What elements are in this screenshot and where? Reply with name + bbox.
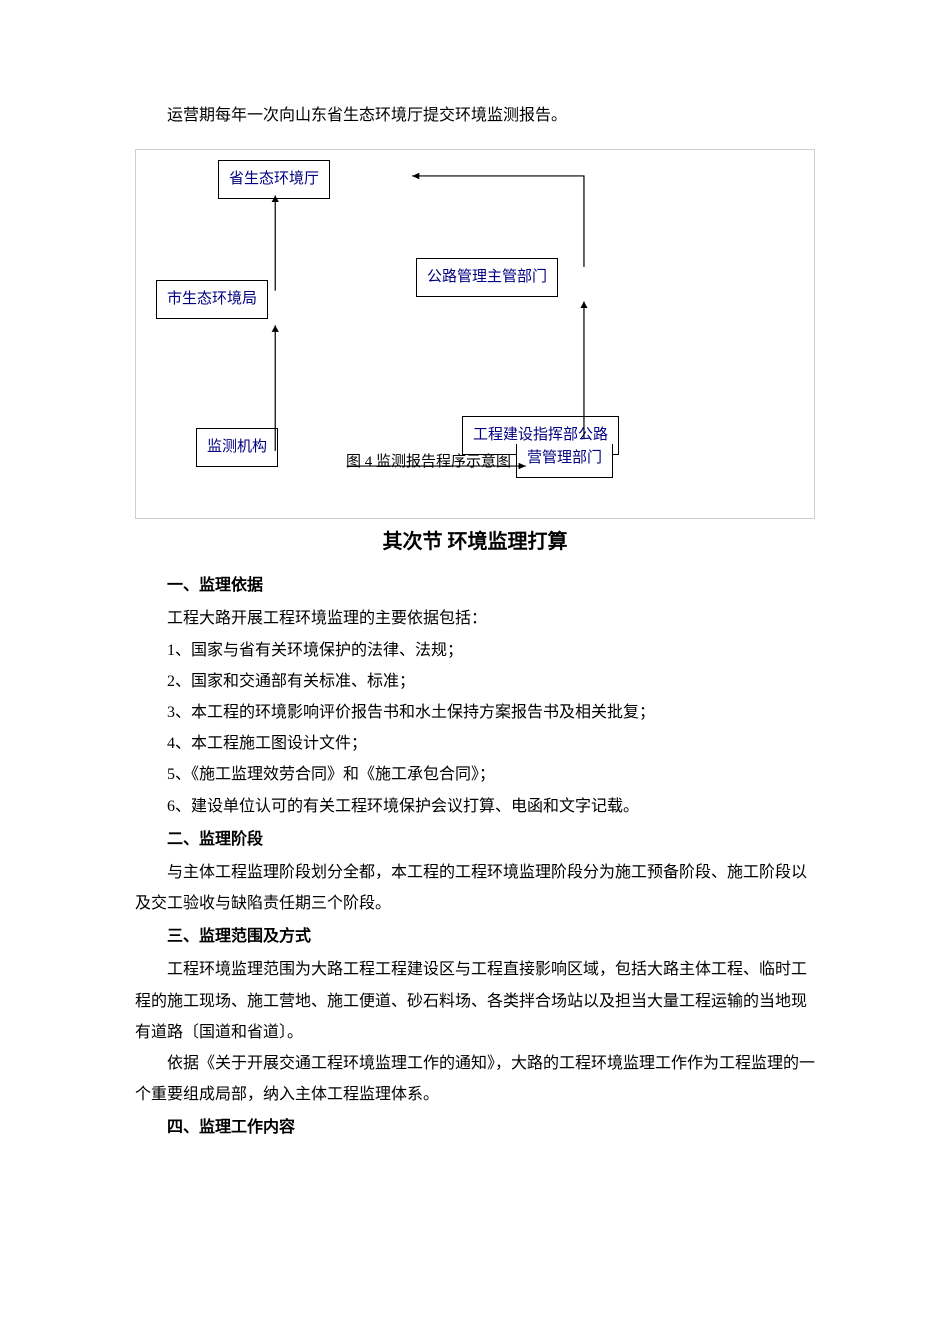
- list-item-2: 2、国家和交通部有关标准、标准；: [135, 666, 815, 697]
- list-item-3: 3、本工程的环境影响评价报告书和水土保持方案报告书及相关批复；: [135, 697, 815, 728]
- heading-2: 二、监理阶段: [135, 824, 815, 855]
- para-1: 工程大路开展工程环境监理的主要依据包括：: [135, 603, 815, 634]
- list-item-4: 4、本工程施工图设计文件；: [135, 728, 815, 759]
- list-item-1: 1、国家与省有关环境保护的法律、法规；: [135, 635, 815, 666]
- intro-paragraph: 运营期每年一次向山东省生态环境厅提交环境监测报告。: [135, 100, 815, 131]
- node-monitor-org: 监测机构: [196, 428, 278, 467]
- node-highway-dept: 公路管理主管部门: [416, 258, 558, 297]
- reporting-flowchart: 省生态环境厅 市生态环境局 公路管理主管部门 监测机构 工程建设指挥部公路 营管…: [135, 149, 815, 519]
- node-operation-dept: 营管理部门: [516, 444, 613, 478]
- para-4: 依据《关于开展交通工程环境监理工作的通知》，大路的工程环境监理工作作为工程监理的…: [135, 1048, 815, 1110]
- heading-4: 四、监理工作内容: [135, 1112, 815, 1143]
- figure-caption: 图 4 监测报告程序示意图: [346, 448, 511, 477]
- node-city-env: 市生态环境局: [156, 280, 268, 319]
- para-2: 与主体工程监理阶段划分全都，本工程的工程环境监理阶段分为施工预备阶段、施工阶段以…: [135, 857, 815, 919]
- heading-1: 一、监理依据: [135, 570, 815, 601]
- list-item-5: 5、《施工监理效劳合同》和《施工承包合同》；: [135, 759, 815, 790]
- section-title: 其次节 环境监理打算: [135, 523, 815, 562]
- document-page: 运营期每年一次向山东省生态环境厅提交环境监测报告。 省生态环境厅 市生态环境局 …: [0, 0, 950, 1246]
- para-3: 工程环境监理范围为大路工程工程建设区与工程直接影响区域，包括大路主体工程、临时工…: [135, 954, 815, 1048]
- list-item-6: 6、建设单位认可的有关工程环境保护会议打算、电函和文字记载。: [135, 791, 815, 822]
- node-province-env: 省生态环境厅: [218, 160, 330, 199]
- heading-3: 三、监理范围及方式: [135, 921, 815, 952]
